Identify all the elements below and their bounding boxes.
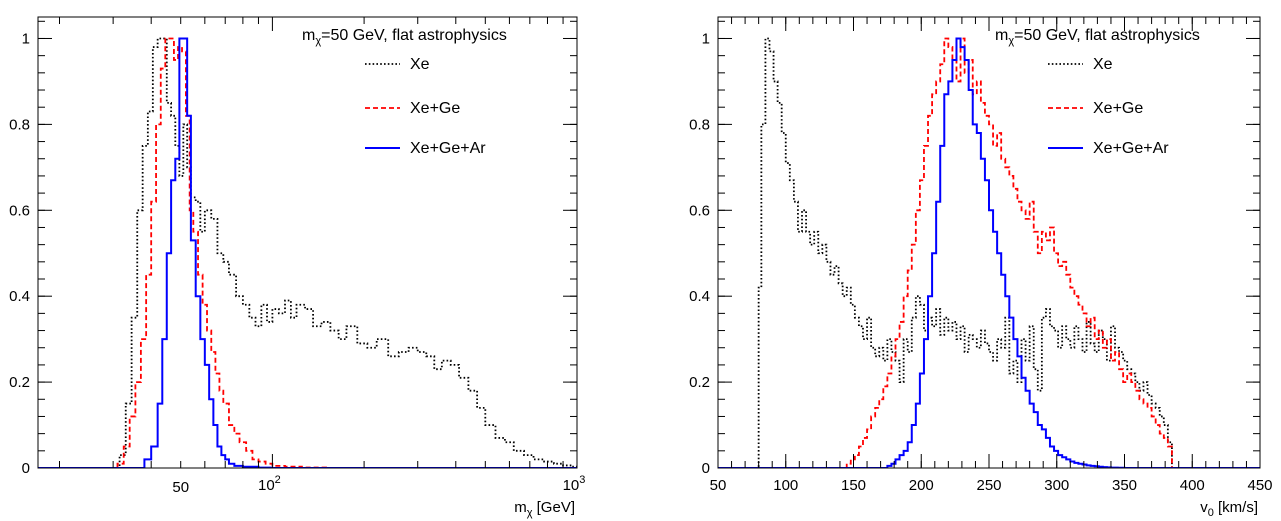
x-tick-label: 400 bbox=[1180, 477, 1205, 494]
series-line-xe-ge bbox=[718, 37, 1260, 468]
y-tick-label: 0.2 bbox=[9, 374, 30, 391]
x-tick-label-exponent: 2 bbox=[275, 474, 281, 486]
y-tick-label: 0.8 bbox=[689, 116, 710, 133]
y-tick-label: 1 bbox=[702, 30, 710, 47]
chart-title-main: m bbox=[995, 27, 1008, 44]
legend-label: Xe bbox=[1093, 56, 1113, 73]
series-line-xe-ge bbox=[38, 37, 577, 468]
x-tick-label: 150 bbox=[841, 477, 866, 494]
chart-title-rest: =50 GeV, flat astrophysics bbox=[321, 27, 507, 44]
x-tick-label: 100 bbox=[773, 477, 798, 494]
x-axis-title-main: v bbox=[1200, 499, 1208, 516]
legend-label: Xe+Ge bbox=[410, 100, 460, 117]
x-axis-title-subscript: χ bbox=[527, 507, 533, 519]
y-tick-label: 0.6 bbox=[689, 202, 710, 219]
y-tick-label: 0.4 bbox=[689, 288, 710, 305]
x-axis-title-main: m bbox=[514, 499, 527, 516]
x-axis-title-subscript: 0 bbox=[1208, 507, 1214, 519]
x-tick-label-base: 10 bbox=[258, 477, 275, 494]
chart-title-main: m bbox=[302, 27, 315, 44]
chart-title: mχ=50 GeV, flat astrophysics bbox=[302, 27, 507, 47]
plot-frame bbox=[717, 16, 1261, 469]
series-group bbox=[38, 37, 577, 468]
x-tick-label: 250 bbox=[976, 477, 1001, 494]
x-tick-label: 350 bbox=[1112, 477, 1137, 494]
series-line-xe bbox=[718, 37, 1260, 468]
x-axis-title-rest: [km/s] bbox=[1214, 499, 1258, 516]
y-tick-label: 0 bbox=[702, 460, 710, 477]
chart-title-subscript: χ bbox=[1008, 35, 1014, 47]
x-tick-label: 50 bbox=[172, 479, 189, 496]
x-tick-label-base: 10 bbox=[563, 477, 580, 494]
series-line-xe bbox=[38, 37, 577, 468]
series-line-xe-ge-ar bbox=[718, 37, 1260, 468]
y-tick-label: 0.4 bbox=[9, 288, 30, 305]
x-tick-label-exponent: 3 bbox=[579, 474, 585, 486]
chart-title-rest: =50 GeV, flat astrophysics bbox=[1014, 27, 1200, 44]
x-tick-label: 200 bbox=[909, 477, 934, 494]
x-tick-label: 50 bbox=[710, 477, 727, 494]
plot-frame bbox=[37, 16, 578, 469]
x-axis-title-rest: [GeV] bbox=[532, 499, 575, 516]
y-tick-label: 0.6 bbox=[9, 202, 30, 219]
x-tick-label: 102 bbox=[258, 474, 281, 494]
legend-label: Xe+Ge bbox=[1093, 100, 1143, 117]
x-axis-title: v0 [km/s] bbox=[1200, 499, 1258, 519]
legend-label: Xe+Ge+Ar bbox=[1093, 140, 1169, 157]
chart-title: mχ=50 GeV, flat astrophysics bbox=[995, 27, 1200, 47]
x-tick-label: 450 bbox=[1247, 477, 1272, 494]
x-tick-label: 103 bbox=[563, 474, 586, 494]
legend-label: Xe+Ge+Ar bbox=[410, 140, 486, 157]
y-tick-label: 0.2 bbox=[689, 374, 710, 391]
y-tick-label: 0.8 bbox=[9, 116, 30, 133]
series-group bbox=[718, 37, 1260, 468]
y-tick-label: 0 bbox=[22, 460, 30, 477]
y-tick-label: 1 bbox=[22, 30, 30, 47]
series-line-xe-ge-ar bbox=[38, 37, 577, 468]
x-axis-title: mχ [GeV] bbox=[514, 499, 575, 519]
legend-label: Xe bbox=[410, 56, 430, 73]
chart-title-subscript: χ bbox=[315, 35, 321, 47]
x-tick-label: 300 bbox=[1044, 477, 1069, 494]
